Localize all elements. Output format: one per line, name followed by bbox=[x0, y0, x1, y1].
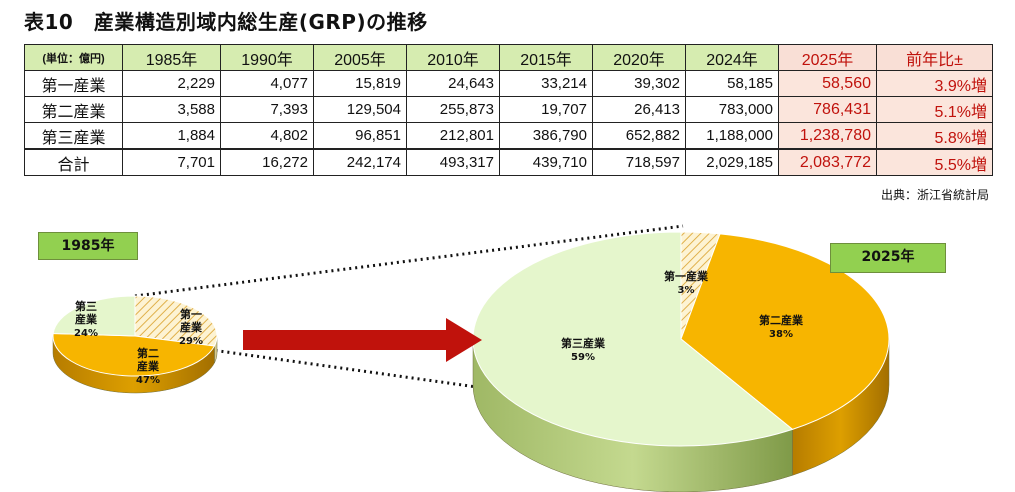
table-cell: 16,272 bbox=[220, 148, 314, 176]
table-cell: 783,000 bbox=[685, 96, 779, 123]
connector-line-upper bbox=[134, 224, 684, 298]
pie-slice-secondary bbox=[52, 332, 216, 377]
table-row: 第一産業 2,229 4,077 15,819 24,643 33,214 39… bbox=[24, 70, 993, 97]
pie-label-tertiary: 59% bbox=[571, 352, 595, 363]
column-header: 2024年 bbox=[685, 44, 779, 71]
arrow-icon bbox=[243, 318, 482, 362]
table-cell: 24,643 bbox=[406, 70, 500, 97]
page-title: 表10 産業構造別域内総生産(GRP)の推移 bbox=[24, 10, 428, 34]
table-cell: 19,707 bbox=[499, 96, 593, 123]
year-label-1985: 1985年 bbox=[38, 232, 138, 260]
table-cell: 3,588 bbox=[122, 96, 221, 123]
table-row: 第二産業 3,588 7,393 129,504 255,873 19,707 … bbox=[24, 96, 993, 123]
pie-label-tertiary: 24% bbox=[74, 328, 98, 339]
column-header: 2015年 bbox=[499, 44, 593, 71]
column-header: 2025年 bbox=[778, 44, 877, 71]
source-note: 出典：浙江省統計局 bbox=[880, 188, 989, 202]
pie-label-primary: 第一産業 bbox=[664, 269, 709, 283]
table-cell: 718,597 bbox=[592, 148, 686, 176]
table-cell: 493,317 bbox=[406, 148, 500, 176]
table-cell: 439,710 bbox=[499, 148, 593, 176]
pie-slice-secondary bbox=[680, 233, 890, 430]
pie-label-secondary: 第二 bbox=[137, 346, 159, 360]
pie-2025: 第一産業 3% 第二産業 38% 第三産業 59% bbox=[472, 231, 890, 492]
pie-label-secondary: 産業 bbox=[137, 359, 160, 373]
table-cell: 58,560 bbox=[778, 70, 877, 97]
table-cell: 4,802 bbox=[220, 122, 314, 150]
table-cell: 7,701 bbox=[122, 148, 221, 176]
table-row: 第三産業 1,884 4,802 96,851 212,801 386,790 … bbox=[24, 122, 993, 150]
table-row-total: 合計 7,701 16,272 242,174 493,317 439,710 … bbox=[24, 148, 993, 176]
table-cell: 5.5%増 bbox=[876, 148, 993, 176]
column-header: 2005年 bbox=[313, 44, 407, 71]
table-cell: 786,431 bbox=[778, 96, 877, 123]
pie-label-primary: 産業 bbox=[180, 320, 203, 334]
table-cell: 4,077 bbox=[220, 70, 314, 97]
pie-label-tertiary: 産業 bbox=[75, 312, 98, 326]
table-cell: 26,413 bbox=[592, 96, 686, 123]
row-label: 第一産業 bbox=[24, 70, 123, 97]
table-cell: 39,302 bbox=[592, 70, 686, 97]
unit-label: (単位：億円) bbox=[24, 44, 123, 71]
pie-label-secondary: 47% bbox=[136, 375, 160, 386]
column-header: 2020年 bbox=[592, 44, 686, 71]
table-cell: 3.9%増 bbox=[876, 70, 993, 97]
row-label: 合計 bbox=[24, 148, 123, 176]
table-cell: 1,884 bbox=[122, 122, 221, 150]
pie-label-primary: 3% bbox=[678, 285, 695, 296]
column-header: 前年比± bbox=[876, 44, 993, 71]
pie-slice-primary bbox=[134, 295, 218, 347]
table-cell: 2,083,772 bbox=[778, 148, 877, 176]
table-header-row: (単位：億円) 1985年 1990年 2005年 2010年 2015年 20… bbox=[24, 44, 993, 71]
table-cell: 255,873 bbox=[406, 96, 500, 123]
pie-label-primary: 第一 bbox=[180, 307, 202, 321]
table-cell: 5.1%増 bbox=[876, 96, 993, 123]
table-cell: 2,029,185 bbox=[685, 148, 779, 176]
table-cell: 2,229 bbox=[122, 70, 221, 97]
pie-label-tertiary: 第三産業 bbox=[561, 336, 606, 350]
table-cell: 652,882 bbox=[592, 122, 686, 150]
table-cell: 5.8%増 bbox=[876, 122, 993, 150]
pie-label-secondary: 38% bbox=[769, 329, 793, 340]
pie-label-secondary: 第二産業 bbox=[759, 313, 804, 327]
year-label-2025: 2025年 bbox=[830, 243, 946, 273]
pie-label-primary: 29% bbox=[179, 336, 203, 347]
pie-slice-tertiary bbox=[52, 295, 136, 337]
pie-label-tertiary: 第三 bbox=[75, 299, 97, 313]
table-cell: 242,174 bbox=[313, 148, 407, 176]
table-cell: 96,851 bbox=[313, 122, 407, 150]
pie-slice-tertiary bbox=[472, 231, 794, 447]
table-cell: 7,393 bbox=[220, 96, 314, 123]
column-header: 1985年 bbox=[122, 44, 221, 71]
table-cell: 58,185 bbox=[685, 70, 779, 97]
column-header: 2010年 bbox=[406, 44, 500, 71]
grp-table: (単位：億円) 1985年 1990年 2005年 2010年 2015年 20… bbox=[24, 44, 993, 176]
row-label: 第二産業 bbox=[24, 96, 123, 123]
table-cell: 1,188,000 bbox=[685, 122, 779, 150]
